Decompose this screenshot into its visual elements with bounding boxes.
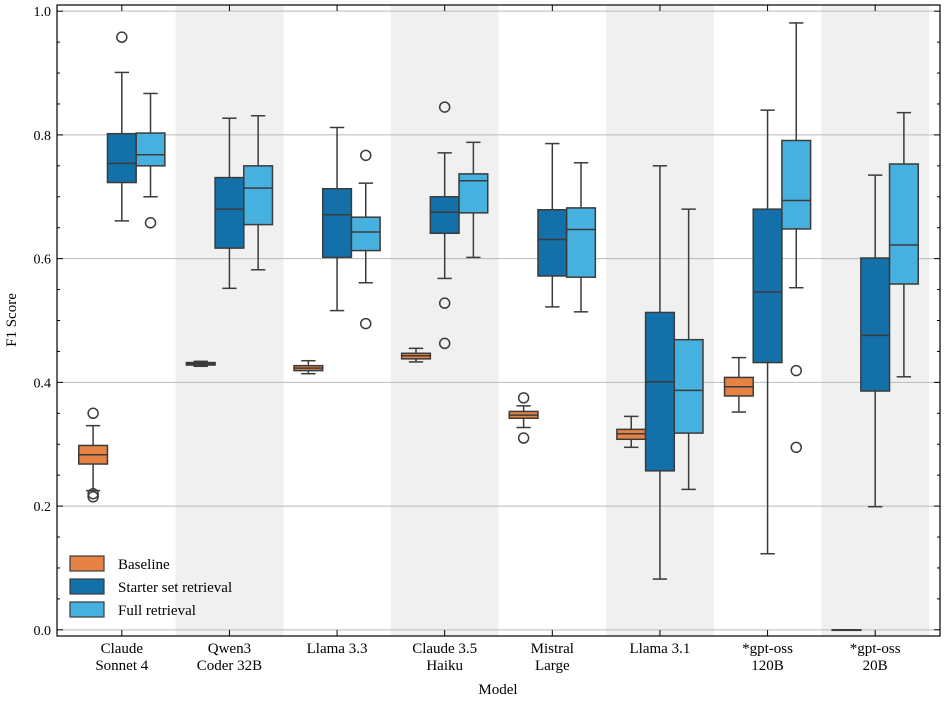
legend-label: Starter set retrieval <box>118 580 232 596</box>
box-baseline <box>508 392 539 444</box>
box-starter-set-retrieval <box>106 31 137 222</box>
box-iqr <box>752 208 783 364</box>
box-full-retrieval <box>458 141 489 259</box>
box-iqr <box>350 216 381 252</box>
outlier-point <box>790 441 803 454</box>
box-full-retrieval <box>135 92 166 229</box>
x-tick-label: *gpt-oss <box>850 641 901 657</box>
outlier-point <box>517 432 530 444</box>
x-tick-label: Claude 3.5 <box>412 641 477 657</box>
box-full-retrieval <box>888 111 919 378</box>
x-axis-label: Model <box>478 682 517 698</box>
outlier-point <box>144 217 157 229</box>
box-starter-set-retrieval <box>752 109 783 555</box>
y-tick-label: 0.4 <box>34 376 52 391</box>
box-full-retrieval <box>565 162 597 313</box>
x-tick-label: Mistral <box>531 641 574 657</box>
category-band <box>175 5 284 636</box>
box-iqr <box>860 257 891 392</box>
box-baseline <box>723 356 754 413</box>
box-starter-set-retrieval <box>429 101 460 350</box>
box-iqr <box>135 132 166 167</box>
box-iqr <box>537 209 568 277</box>
box-baseline <box>400 347 432 363</box>
box-full-retrieval <box>243 114 274 271</box>
box-starter-set-retrieval <box>644 165 676 580</box>
box-iqr <box>565 207 597 278</box>
box-baseline <box>185 360 216 368</box>
y-tick-label: 0.6 <box>34 253 52 268</box>
y-tick-label: 0.2 <box>34 500 52 515</box>
x-tick-label: *gpt-oss <box>742 641 793 657</box>
plot-frame <box>56 4 941 637</box>
box-starter-set-retrieval <box>860 174 891 508</box>
box-groups <box>78 22 919 632</box>
x-tick-label: Llama 3.3 <box>307 641 368 657</box>
box-iqr <box>781 139 812 230</box>
outlier-point <box>517 392 530 404</box>
legend-swatch <box>69 601 105 618</box>
legend-label: Full retrieval <box>118 603 196 619</box>
box-iqr <box>321 187 353 259</box>
box-iqr <box>458 173 489 214</box>
outlier-point <box>360 149 372 162</box>
outlier-point <box>360 317 372 330</box>
box-iqr <box>214 176 245 249</box>
x-tick-label: Sonnet 4 <box>95 658 148 674</box>
outlier-point <box>438 337 451 350</box>
box-baseline <box>293 359 324 375</box>
y-axis-label: F1 Score <box>4 293 20 347</box>
box-iqr <box>243 165 274 226</box>
box-baseline <box>78 407 109 503</box>
y-tick-label: 0.8 <box>34 129 52 144</box>
category-bands <box>175 5 929 636</box>
outlier-point <box>438 101 451 113</box>
box-starter-set-retrieval <box>537 142 568 308</box>
box-full-retrieval <box>673 208 704 491</box>
category-band <box>390 5 499 636</box>
outlier-point <box>87 407 99 420</box>
outlier-point <box>790 364 803 377</box>
box-iqr <box>644 311 676 472</box>
outlier-point <box>87 491 99 503</box>
y-tick-label: 1.0 <box>34 5 52 20</box>
box-full-retrieval <box>781 22 812 454</box>
legend-swatch <box>69 578 105 595</box>
y-gridlines <box>57 10 940 631</box>
x-tick-label: 20B <box>863 658 888 674</box>
x-tick-label: Large <box>535 658 570 674</box>
box-full-retrieval <box>350 149 381 330</box>
x-tick-label: Qwen3 <box>208 641 251 657</box>
box-baseline <box>831 629 862 632</box>
box-iqr <box>888 163 919 285</box>
legend-swatch <box>69 555 105 572</box>
box-starter-set-retrieval <box>214 117 245 290</box>
legend-label: Baseline <box>118 557 170 573</box>
y-tick-label: 0.0 <box>34 624 52 639</box>
outlier-point <box>87 487 99 500</box>
box-iqr <box>673 338 704 434</box>
x-tick-label: Haiku <box>426 658 463 674</box>
box-iqr <box>106 132 137 184</box>
outlier-point <box>116 31 128 43</box>
x-tick-label: Llama 3.1 <box>630 641 691 657</box>
box-starter-set-retrieval <box>321 126 353 312</box>
outlier-point <box>438 297 451 309</box>
x-tick-label: Claude <box>101 641 144 657</box>
x-tick-label: 120B <box>751 658 784 674</box>
x-tick-label: Coder 32B <box>197 658 262 674</box>
box-iqr <box>429 196 460 235</box>
legend: Baseline Starter set retrieval Full retrie… <box>69 555 232 619</box>
